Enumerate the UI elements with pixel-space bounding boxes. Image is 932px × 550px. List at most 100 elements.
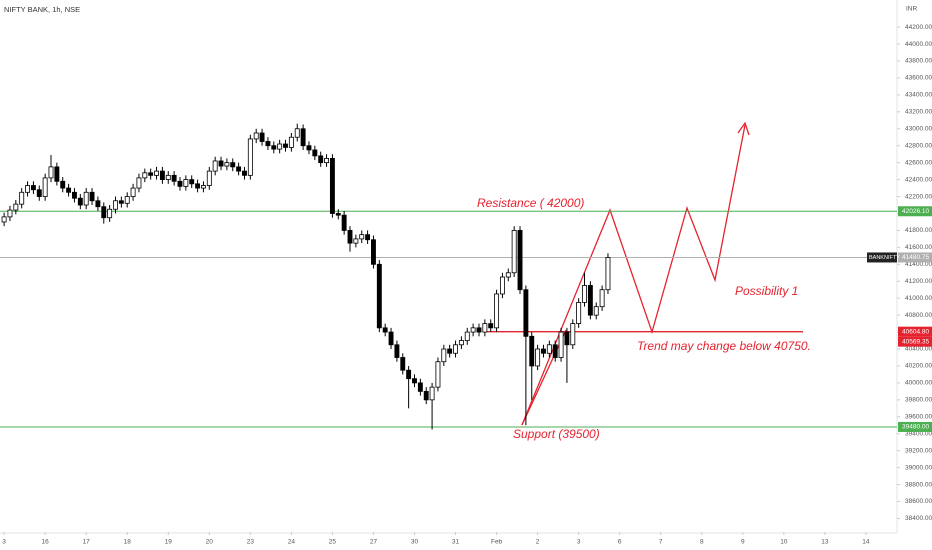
candle-body [494, 293, 500, 329]
candle-body [517, 230, 523, 291]
candle-body [66, 187, 72, 193]
x-tick-label: 23 [247, 539, 255, 546]
candle-body [83, 191, 89, 206]
candle-body [283, 143, 288, 148]
chart-title: NIFTY BANK, 1h, NSE [4, 5, 80, 14]
candle-body [576, 302, 582, 325]
y-tick-label: 38800.00 [905, 481, 932, 488]
y-tick-label: 38600.00 [905, 498, 932, 505]
candle-body [242, 170, 247, 176]
x-tick-label: 20 [206, 539, 214, 546]
candle-body [1, 216, 7, 223]
candle-body [593, 306, 599, 316]
y-tick-label: 39600.00 [905, 414, 932, 421]
level-tag [898, 336, 932, 347]
candle-body [423, 390, 429, 401]
candle-body [365, 234, 371, 241]
candle-body [429, 386, 435, 401]
trend-note: Trend may change below 40750. [637, 339, 811, 353]
candle-body [48, 166, 54, 179]
candle-body [13, 203, 19, 211]
candle-body [599, 289, 605, 308]
currency: INR [906, 6, 918, 13]
y-tick-label: 43600.00 [905, 75, 932, 82]
candle-body [347, 230, 353, 244]
candle-body [546, 344, 552, 354]
candle-body [200, 185, 206, 189]
candle-body [464, 331, 470, 341]
candle-body [236, 166, 242, 172]
candle-body [159, 170, 165, 180]
candle-body [247, 138, 253, 176]
x-tick-label: 30 [411, 539, 419, 546]
x-tick-label: 2 [536, 539, 540, 546]
candle-body [189, 179, 195, 185]
y-tick-label: 39000.00 [905, 464, 932, 471]
candle-body [453, 344, 458, 354]
candle-body [300, 128, 306, 147]
x-tick-label: 7 [659, 539, 663, 546]
candle-body [558, 331, 564, 358]
x-tick-label: 9 [741, 539, 745, 546]
candle-body [101, 206, 107, 219]
level-label: 39480.00 [902, 424, 929, 431]
candle-body [288, 136, 294, 148]
candle-body [570, 323, 576, 346]
x-tick-label: 31 [452, 539, 460, 546]
candle-body [271, 145, 277, 150]
candle-body [72, 191, 77, 199]
y-tick-label: 41200.00 [905, 278, 932, 285]
level-label: 40604.80 [902, 328, 929, 335]
y-tick-label: 42600.00 [905, 159, 932, 166]
x-tick-label: 10 [780, 539, 788, 546]
y-tick-label: 42200.00 [905, 193, 932, 200]
candle-body [329, 158, 335, 214]
candle-body [136, 177, 142, 189]
candle-body [195, 183, 201, 189]
candle-body [605, 257, 611, 291]
candle-body [482, 323, 488, 333]
y-tick-label: 40400.00 [905, 346, 932, 353]
candle-body [148, 172, 154, 176]
candle-body [165, 174, 171, 180]
candle-body [7, 209, 13, 218]
candle-body [312, 149, 318, 157]
candle-body [335, 213, 341, 216]
candle-body [183, 179, 189, 187]
x-tick-label: 19 [165, 539, 173, 546]
candle-body [505, 272, 511, 278]
candle-body [113, 200, 118, 210]
y-tick-label: 42800.00 [905, 142, 932, 149]
candle-body [19, 191, 25, 205]
candle-body [253, 132, 259, 140]
y-tick-label: 40000.00 [905, 380, 932, 387]
candle-body [564, 331, 570, 346]
x-tick-label: 3 [577, 539, 581, 546]
candle-body [417, 382, 423, 392]
candle-body [359, 234, 365, 240]
candle-body [406, 369, 412, 380]
candle-body [552, 344, 558, 358]
candle-body [447, 348, 453, 354]
candle-body [25, 185, 31, 193]
y-tick-label: 41400.00 [905, 261, 932, 268]
candle-body [371, 239, 376, 265]
x-tick-label: 14 [862, 539, 870, 546]
candle-body [107, 208, 113, 219]
candle-body [412, 378, 417, 384]
y-tick-label: 43800.00 [905, 58, 932, 65]
candle-body [488, 323, 494, 329]
y-tick-label: 41800.00 [905, 227, 932, 234]
y-tick-label: 38400.00 [905, 515, 932, 522]
level-tag [898, 421, 932, 432]
y-tick-label: 39400.00 [905, 430, 932, 437]
candle-body [177, 180, 183, 187]
candle-body [265, 141, 271, 147]
candle-body [318, 155, 324, 164]
x-tick-label: 17 [83, 539, 91, 546]
level-tag [898, 206, 932, 217]
candle-body [382, 327, 388, 333]
candle-body [353, 238, 359, 244]
x-tick-label: 6 [618, 539, 622, 546]
